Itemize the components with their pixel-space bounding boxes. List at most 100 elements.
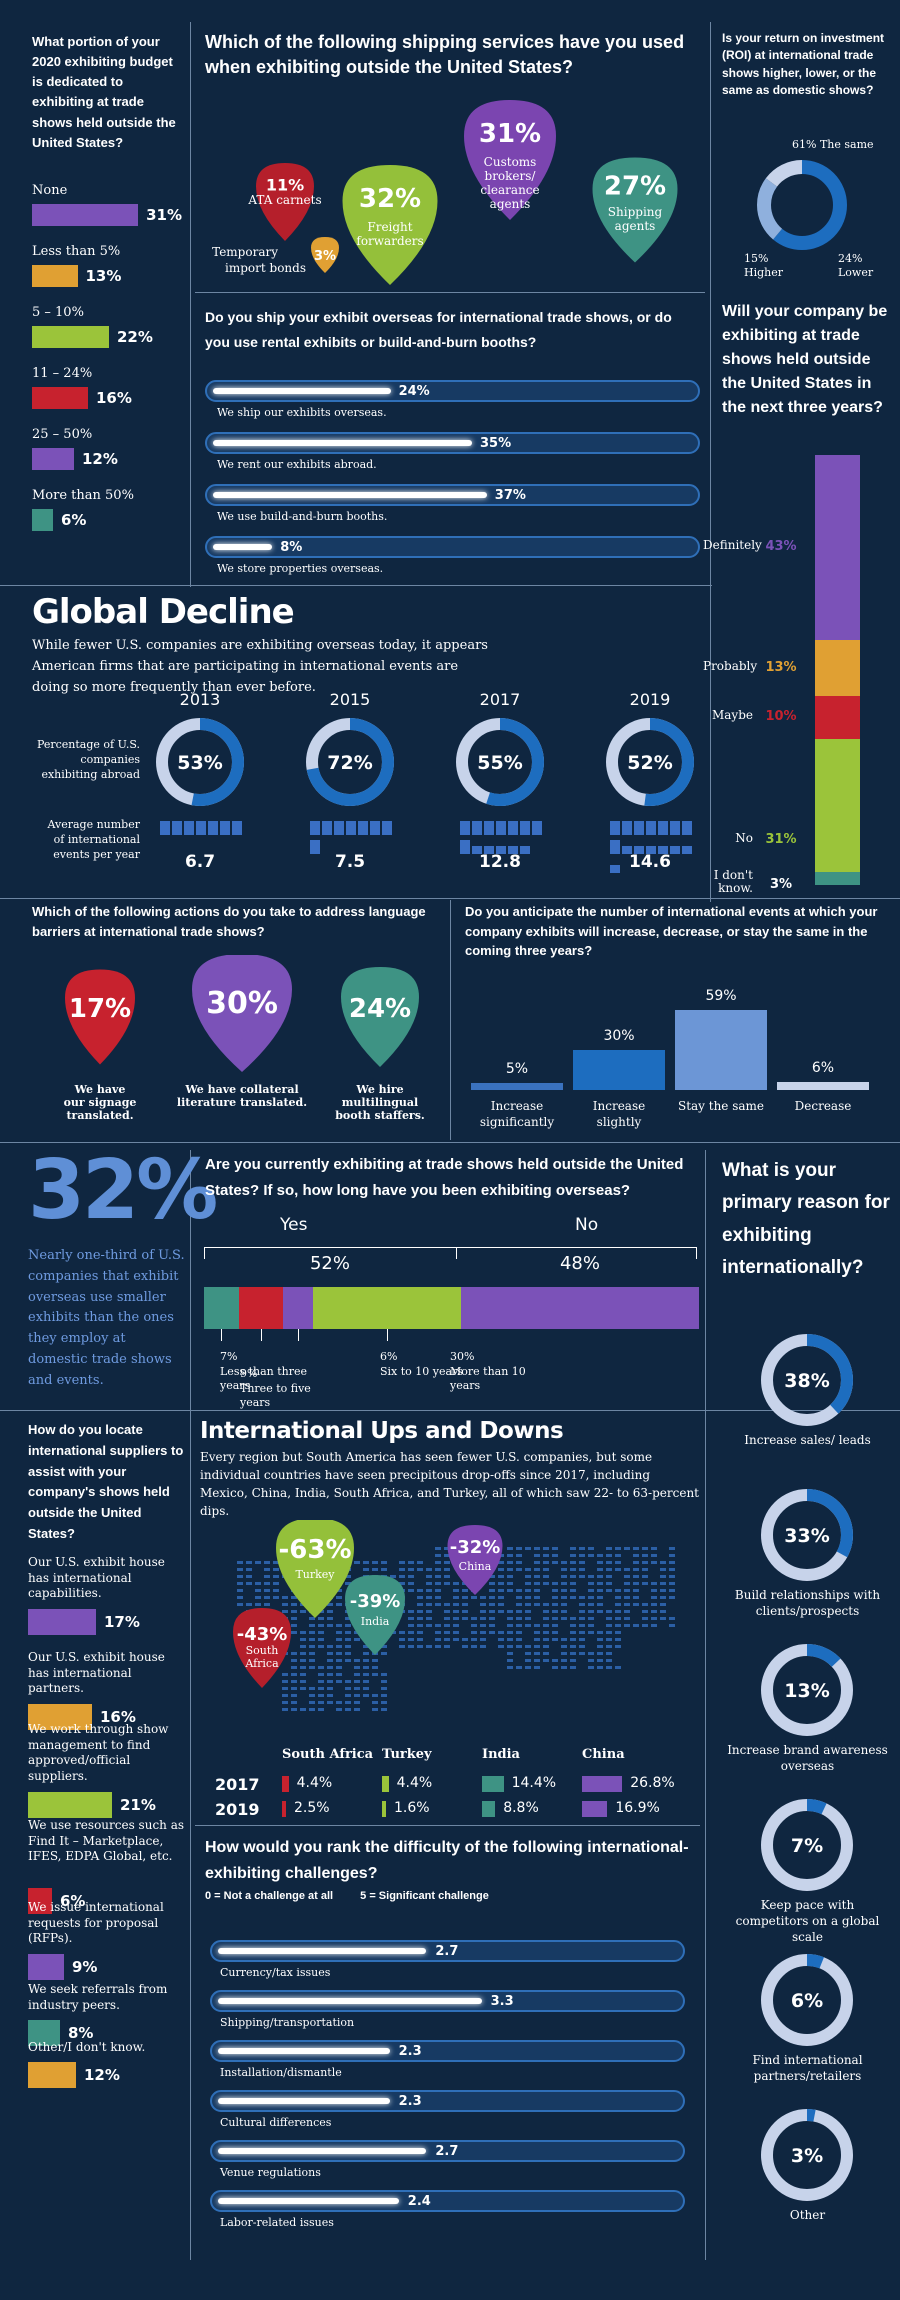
map-dot bbox=[597, 1554, 603, 1557]
map-dot bbox=[444, 1568, 450, 1571]
map-dot bbox=[552, 1589, 558, 1592]
difficulty-score: 2.3 bbox=[398, 2044, 422, 2059]
map-dot bbox=[246, 1568, 252, 1571]
currently-segment bbox=[204, 1287, 239, 1329]
map-dot bbox=[354, 1680, 360, 1683]
budget-bar bbox=[32, 386, 88, 409]
ups-section: International Ups and Downs Every region… bbox=[200, 1418, 700, 1520]
decline-event-bars bbox=[160, 820, 255, 839]
ups-bar-2017 bbox=[482, 1776, 504, 1792]
map-dot bbox=[444, 1547, 450, 1550]
map-dot bbox=[579, 1631, 585, 1634]
map-dot bbox=[543, 1645, 549, 1648]
budget-bar-line: 16% bbox=[32, 386, 182, 409]
reason-donut: 3% bbox=[761, 2109, 853, 2201]
reason-pct: 38% bbox=[784, 1370, 829, 1392]
map-dot bbox=[534, 1568, 540, 1571]
currently-no: No bbox=[575, 1215, 599, 1235]
budget-row: More than 50% 6% bbox=[32, 488, 182, 531]
map-dot bbox=[480, 1610, 486, 1613]
reason-title: What is your primary reason for exhibiti… bbox=[722, 1160, 890, 1278]
event-square bbox=[682, 846, 692, 854]
map-dot bbox=[363, 1568, 369, 1571]
map-dot bbox=[444, 1603, 450, 1606]
roi-lower-label: 24% bbox=[838, 252, 862, 265]
event-square bbox=[172, 821, 182, 835]
map-dot bbox=[615, 1666, 621, 1669]
roi-same-label: 61% The same bbox=[792, 138, 874, 151]
ship-exhibit-label: We rent our exhibits abroad. bbox=[217, 458, 377, 471]
map-dot bbox=[399, 1582, 405, 1585]
map-dot bbox=[291, 1659, 297, 1662]
map-dot bbox=[264, 1596, 270, 1599]
shipping-gem-label: Customs bbox=[484, 155, 537, 169]
ship-exhibit-fill bbox=[213, 492, 487, 498]
map-dot bbox=[642, 1617, 648, 1620]
event-square bbox=[496, 821, 506, 835]
event-square bbox=[508, 821, 518, 835]
future-stack: 43% Definitely 13% Probably 10% Maybe 31% No 3% I… bbox=[703, 455, 900, 895]
map-dot bbox=[579, 1561, 585, 1564]
map-dot bbox=[426, 1582, 432, 1585]
event-square bbox=[160, 821, 170, 835]
map-dot bbox=[561, 1582, 567, 1585]
supplier-bar bbox=[28, 2020, 60, 2046]
shipping-gem-label: forwarders bbox=[356, 234, 423, 248]
event-square bbox=[496, 846, 506, 854]
map-dot bbox=[318, 1673, 324, 1676]
ups-value-2019: 2.5% bbox=[294, 1800, 330, 1816]
map-dot bbox=[597, 1603, 603, 1606]
supplier-value: 16% bbox=[100, 1708, 136, 1726]
ups-gem bbox=[345, 1575, 405, 1655]
event-square bbox=[472, 846, 482, 854]
budget-bar-line: 12% bbox=[32, 447, 182, 470]
decline-year: 2015 bbox=[329, 690, 371, 709]
map-dot bbox=[381, 1645, 387, 1648]
supplier-bar bbox=[28, 1888, 52, 1914]
shipping-gem-label: Shipping bbox=[608, 205, 663, 219]
map-dot bbox=[480, 1638, 486, 1641]
map-dot bbox=[633, 1561, 639, 1564]
map-dot bbox=[570, 1645, 576, 1648]
map-dot bbox=[237, 1582, 243, 1585]
map-dot bbox=[345, 1617, 351, 1620]
map-dot bbox=[300, 1680, 306, 1683]
map-dot bbox=[624, 1603, 630, 1606]
map-dot bbox=[345, 1694, 351, 1697]
map-dot bbox=[264, 1561, 270, 1564]
map-dot bbox=[282, 1610, 288, 1613]
difficulty-fill bbox=[218, 1948, 427, 1954]
map-dot bbox=[318, 1680, 324, 1683]
map-dot bbox=[363, 1652, 369, 1655]
map-dot bbox=[408, 1610, 414, 1613]
map-dot bbox=[642, 1610, 648, 1613]
map-dot bbox=[255, 1603, 261, 1606]
supplier-label: We seek referrals from industry peers. bbox=[28, 1982, 168, 2012]
map-dot bbox=[516, 1617, 522, 1620]
map-dot bbox=[606, 1561, 612, 1564]
event-square bbox=[460, 840, 470, 854]
map-dot bbox=[273, 1561, 279, 1564]
map-dot bbox=[426, 1624, 432, 1627]
map-dot bbox=[345, 1582, 351, 1585]
map-dot bbox=[507, 1617, 513, 1620]
map-dot bbox=[282, 1687, 288, 1690]
map-dot bbox=[525, 1568, 531, 1571]
difficulty-pill: 2.4 bbox=[210, 2190, 685, 2212]
map-dot bbox=[426, 1575, 432, 1578]
decline-event-bars bbox=[310, 820, 405, 858]
decline-year: 2017 bbox=[479, 690, 521, 709]
map-dot bbox=[390, 1575, 396, 1578]
difficulty-label: Installation/dismantle bbox=[220, 2066, 342, 2079]
difficulty-title: How would you rank the difficulty of the… bbox=[205, 1839, 689, 1882]
map-dot bbox=[570, 1652, 576, 1655]
map-dot bbox=[633, 1589, 639, 1592]
map-dot bbox=[417, 1589, 423, 1592]
map-dot bbox=[291, 1666, 297, 1669]
event-square bbox=[532, 821, 542, 835]
decline-donut-pct: 53% bbox=[177, 752, 222, 774]
map-dot bbox=[273, 1568, 279, 1571]
difficulty-pill: 3.3 bbox=[210, 1990, 685, 2012]
shipping-gem-label: agents bbox=[615, 219, 656, 233]
map-dot bbox=[363, 1666, 369, 1669]
